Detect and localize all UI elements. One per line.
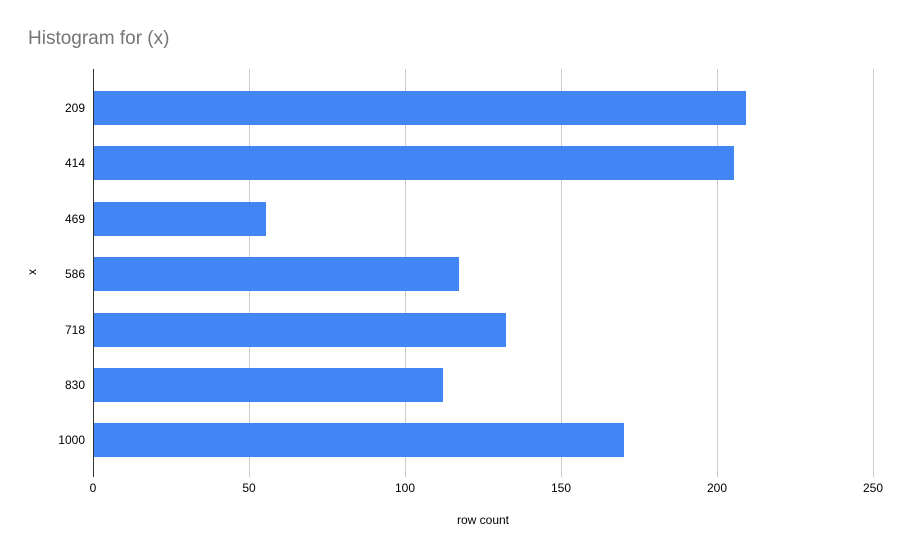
x-tick-label: 250 (862, 481, 884, 495)
x-tick-label: 150 (550, 481, 572, 495)
bar-1000[interactable] (94, 423, 625, 458)
bar-718[interactable] (94, 312, 506, 347)
y-category-label: 209 (64, 101, 85, 115)
y-category-label: 586 (64, 267, 85, 282)
bar-469[interactable] (94, 201, 266, 236)
x-tick-label: 0 (89, 481, 97, 495)
x-tick-label: 100 (394, 481, 416, 495)
y-axis-line (92, 69, 94, 477)
bar-586[interactable] (94, 257, 460, 292)
y-category-label: 718 (64, 322, 85, 337)
gridline (872, 69, 874, 477)
bar-830[interactable] (94, 368, 444, 402)
gridline (716, 69, 718, 477)
x-axis-title: row count (456, 513, 510, 527)
plot-area: 0 50 100 150 200 250 209 414 469 586 718 830 1000 (58, 69, 883, 495)
chart-title: Histogram for (x) (28, 28, 170, 49)
x-tick-label: 200 (706, 481, 728, 495)
y-category-label: 830 (64, 378, 85, 392)
bar-414[interactable] (94, 146, 734, 181)
x-tick-label: 50 (242, 481, 256, 495)
y-category-label: 469 (64, 211, 85, 226)
y-category-label: 414 (64, 156, 85, 171)
gridline (560, 69, 562, 477)
y-category-label: 1000 (58, 433, 85, 448)
bar-209[interactable] (94, 91, 747, 125)
